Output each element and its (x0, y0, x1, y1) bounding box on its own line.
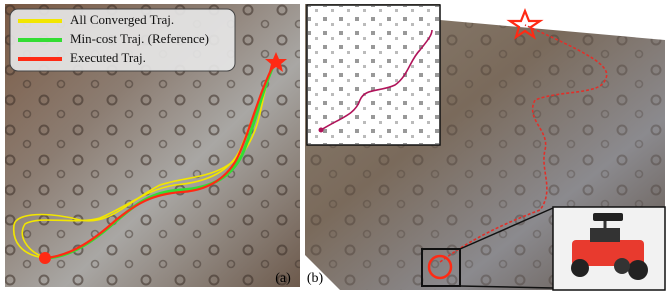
start-point (39, 252, 51, 264)
costmap-start (319, 128, 324, 133)
panel-label: (a) (275, 271, 291, 286)
legend-label: Min-cost Traj. (Reference) (70, 31, 209, 46)
costmap-obstacles (308, 6, 439, 144)
panel-b: (b) (305, 4, 665, 290)
panel-label: (b) (307, 271, 324, 286)
legend-label: Executed Traj. (70, 50, 146, 65)
legend-label: All Converged Traj. (70, 12, 174, 27)
panel-a: All Converged Traj. Min-cost Traj. (Refer… (5, 4, 300, 287)
figure: All Converged Traj. Min-cost Traj. (Refer… (0, 0, 668, 292)
